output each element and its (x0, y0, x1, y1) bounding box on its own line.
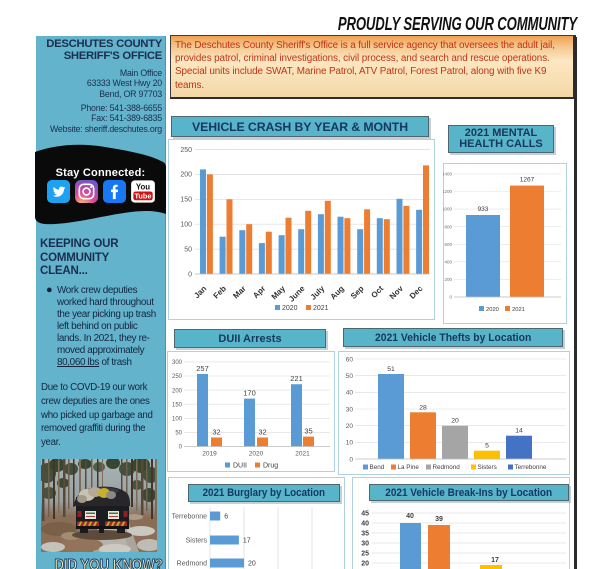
svg-text:200: 200 (444, 277, 452, 282)
svg-text:933: 933 (478, 206, 489, 213)
svg-text:Tube: Tube (134, 191, 151, 200)
svg-text:250: 250 (172, 374, 183, 380)
svg-text:Apr: Apr (251, 284, 267, 300)
svg-text:20: 20 (361, 561, 369, 568)
svg-text:DUII: DUII (233, 463, 247, 470)
svg-text:Terrebonne: Terrebonne (515, 464, 547, 471)
svg-text:35: 35 (304, 427, 312, 436)
svg-text:28: 28 (419, 404, 427, 411)
svg-text:30: 30 (346, 406, 354, 413)
svg-text:45: 45 (361, 511, 369, 518)
svg-text:2021: 2021 (313, 305, 329, 312)
svg-text:17: 17 (243, 538, 251, 545)
svg-text:100: 100 (172, 417, 183, 423)
svg-text:221: 221 (290, 374, 303, 383)
svg-text:June: June (287, 284, 307, 304)
svg-text:200: 200 (172, 388, 183, 394)
svg-text:Mar: Mar (231, 284, 247, 300)
svg-text:5: 5 (485, 443, 489, 450)
svg-text:20: 20 (346, 423, 354, 430)
svg-text:250: 250 (180, 147, 192, 154)
svg-text:La Pine: La Pine (398, 464, 420, 471)
svg-text:You: You (136, 183, 150, 192)
svg-text:Redmond: Redmond (433, 464, 461, 471)
svg-text:Nov: Nov (388, 284, 405, 301)
svg-text:60: 60 (346, 356, 354, 363)
svg-text:Drug: Drug (263, 463, 278, 470)
svg-text:17: 17 (491, 557, 499, 564)
svg-text:150: 150 (180, 197, 192, 204)
svg-text:32: 32 (258, 428, 266, 437)
svg-text:2020: 2020 (486, 307, 499, 313)
svg-text:30: 30 (361, 541, 369, 548)
svg-text:170: 170 (243, 389, 256, 398)
svg-text:Redmond: Redmond (177, 561, 207, 568)
svg-text:40: 40 (406, 513, 414, 520)
svg-text:0: 0 (179, 445, 183, 451)
svg-text:40: 40 (361, 521, 369, 528)
svg-text:0: 0 (349, 456, 353, 463)
svg-text:50: 50 (175, 431, 182, 437)
svg-text:2021: 2021 (512, 307, 525, 313)
svg-text:1000: 1000 (443, 207, 452, 212)
svg-text:20: 20 (451, 418, 459, 425)
svg-text:6: 6 (224, 514, 228, 521)
svg-text:257: 257 (196, 364, 209, 373)
svg-text:2019: 2019 (202, 451, 217, 458)
svg-text:400: 400 (444, 259, 452, 264)
svg-text:1200: 1200 (443, 189, 452, 194)
svg-text:200: 200 (180, 172, 192, 179)
svg-text:1400: 1400 (443, 172, 452, 177)
svg-text:2020: 2020 (282, 305, 298, 312)
svg-text:39: 39 (435, 516, 443, 523)
svg-text:Sisters: Sisters (478, 464, 497, 471)
svg-text:May: May (270, 284, 288, 302)
svg-text:Dec: Dec (408, 284, 425, 301)
svg-text:50: 50 (346, 373, 354, 380)
svg-text:10: 10 (346, 440, 354, 447)
svg-text:Bend: Bend (370, 464, 385, 471)
svg-text:300: 300 (172, 360, 183, 366)
svg-text:50: 50 (184, 246, 192, 253)
svg-text:0: 0 (188, 271, 192, 278)
svg-text:20: 20 (248, 561, 256, 568)
svg-text:Sisters: Sisters (186, 538, 208, 545)
svg-text:2021: 2021 (295, 451, 310, 458)
svg-text:Jan: Jan (192, 284, 208, 300)
svg-text:Oct: Oct (369, 284, 385, 300)
svg-text:800: 800 (444, 224, 452, 229)
svg-text:2020: 2020 (249, 451, 264, 458)
svg-text:Aug: Aug (329, 284, 346, 301)
svg-text:100: 100 (180, 222, 192, 229)
svg-text:Sep: Sep (349, 284, 366, 301)
svg-text:600: 600 (444, 242, 452, 247)
svg-text:1267: 1267 (520, 177, 535, 184)
svg-text:51: 51 (387, 366, 395, 373)
svg-text:0: 0 (449, 295, 452, 300)
svg-text:14: 14 (515, 428, 523, 435)
svg-text:July: July (309, 284, 327, 302)
svg-text:Feb: Feb (212, 284, 229, 301)
svg-text:Terrebonne: Terrebonne (172, 514, 208, 521)
svg-text:150: 150 (172, 402, 183, 408)
svg-text:35: 35 (361, 531, 369, 538)
svg-text:25: 25 (361, 551, 369, 558)
svg-text:32: 32 (212, 428, 220, 437)
svg-text:40: 40 (346, 390, 354, 397)
